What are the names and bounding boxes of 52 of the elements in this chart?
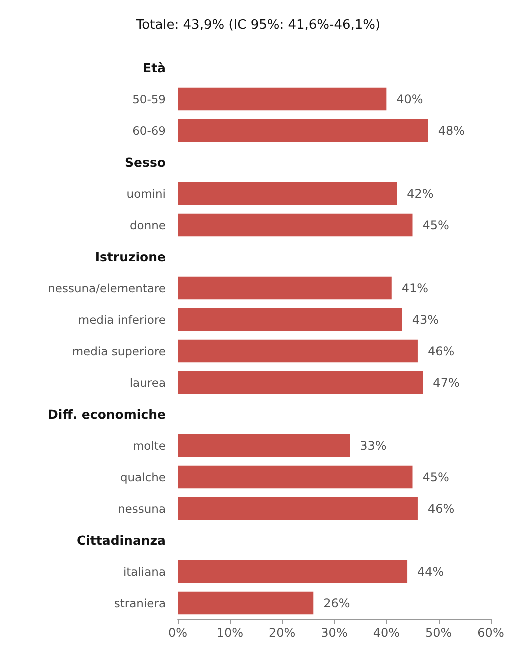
- data-label: 45%: [422, 470, 450, 484]
- y-tick-label: Istruzione: [95, 249, 166, 264]
- y-tick-label: nessuna: [118, 502, 166, 516]
- x-tick-label: 30%: [321, 626, 348, 640]
- y-tick-label: straniera: [114, 596, 166, 610]
- data-label: 48%: [438, 124, 466, 138]
- data-label: 45%: [422, 218, 450, 232]
- y-tick-label: donne: [130, 218, 166, 232]
- y-tick-label: italiana: [123, 564, 166, 579]
- data-label: 43%: [412, 312, 439, 327]
- bar: [178, 340, 418, 363]
- bar: [178, 182, 398, 206]
- x-tick-label: 20%: [268, 626, 296, 640]
- data-label: 47%: [433, 376, 460, 390]
- bar: [178, 119, 428, 142]
- y-tick-label: media superiore: [72, 344, 166, 358]
- bar: [178, 497, 418, 520]
- y-tick-label: Cittadinanza: [76, 532, 166, 548]
- y-tick-label: molte: [132, 438, 166, 453]
- bar: [178, 592, 314, 615]
- y-tick-label: uomini: [126, 186, 166, 201]
- bar: [178, 560, 408, 584]
- y-tick-label: qualche: [120, 470, 166, 484]
- bar: [178, 214, 413, 237]
- x-tick-label: 0%: [168, 626, 188, 640]
- y-tick-label: laurea: [130, 376, 166, 390]
- x-tick-label: 10%: [216, 626, 244, 640]
- y-tick-label: Diff. economiche: [48, 406, 166, 422]
- bar: [178, 308, 402, 332]
- y-tick-label: 60-69: [132, 124, 166, 138]
- data-label: 44%: [418, 564, 444, 579]
- chart-title: Totale: 43,9% (IC 95%: 41,6%-46,1%): [135, 18, 381, 33]
- bar: [178, 434, 350, 458]
- data-label: 42%: [407, 186, 434, 201]
- y-tick-label: 50-59: [132, 92, 166, 106]
- bar: [178, 88, 387, 111]
- bar: [178, 466, 413, 489]
- x-tick-label: 40%: [373, 626, 400, 640]
- data-label: 46%: [428, 502, 455, 516]
- x-tick-label: 50%: [425, 626, 452, 640]
- data-label: 46%: [428, 344, 455, 358]
- data-label: 33%: [360, 438, 387, 453]
- y-tick-label: nessuna/elementare: [48, 281, 166, 296]
- y-tick-label: media inferiore: [78, 312, 166, 327]
- y-tick-label: Età: [143, 60, 166, 76]
- data-label: 40%: [396, 92, 424, 106]
- x-tick-label: 60%: [478, 626, 504, 640]
- bar: [178, 276, 392, 300]
- bar: [178, 371, 424, 394]
- y-tick-label: Sesso: [125, 154, 166, 170]
- data-label: 41%: [402, 281, 429, 296]
- data-label: 26%: [324, 596, 350, 610]
